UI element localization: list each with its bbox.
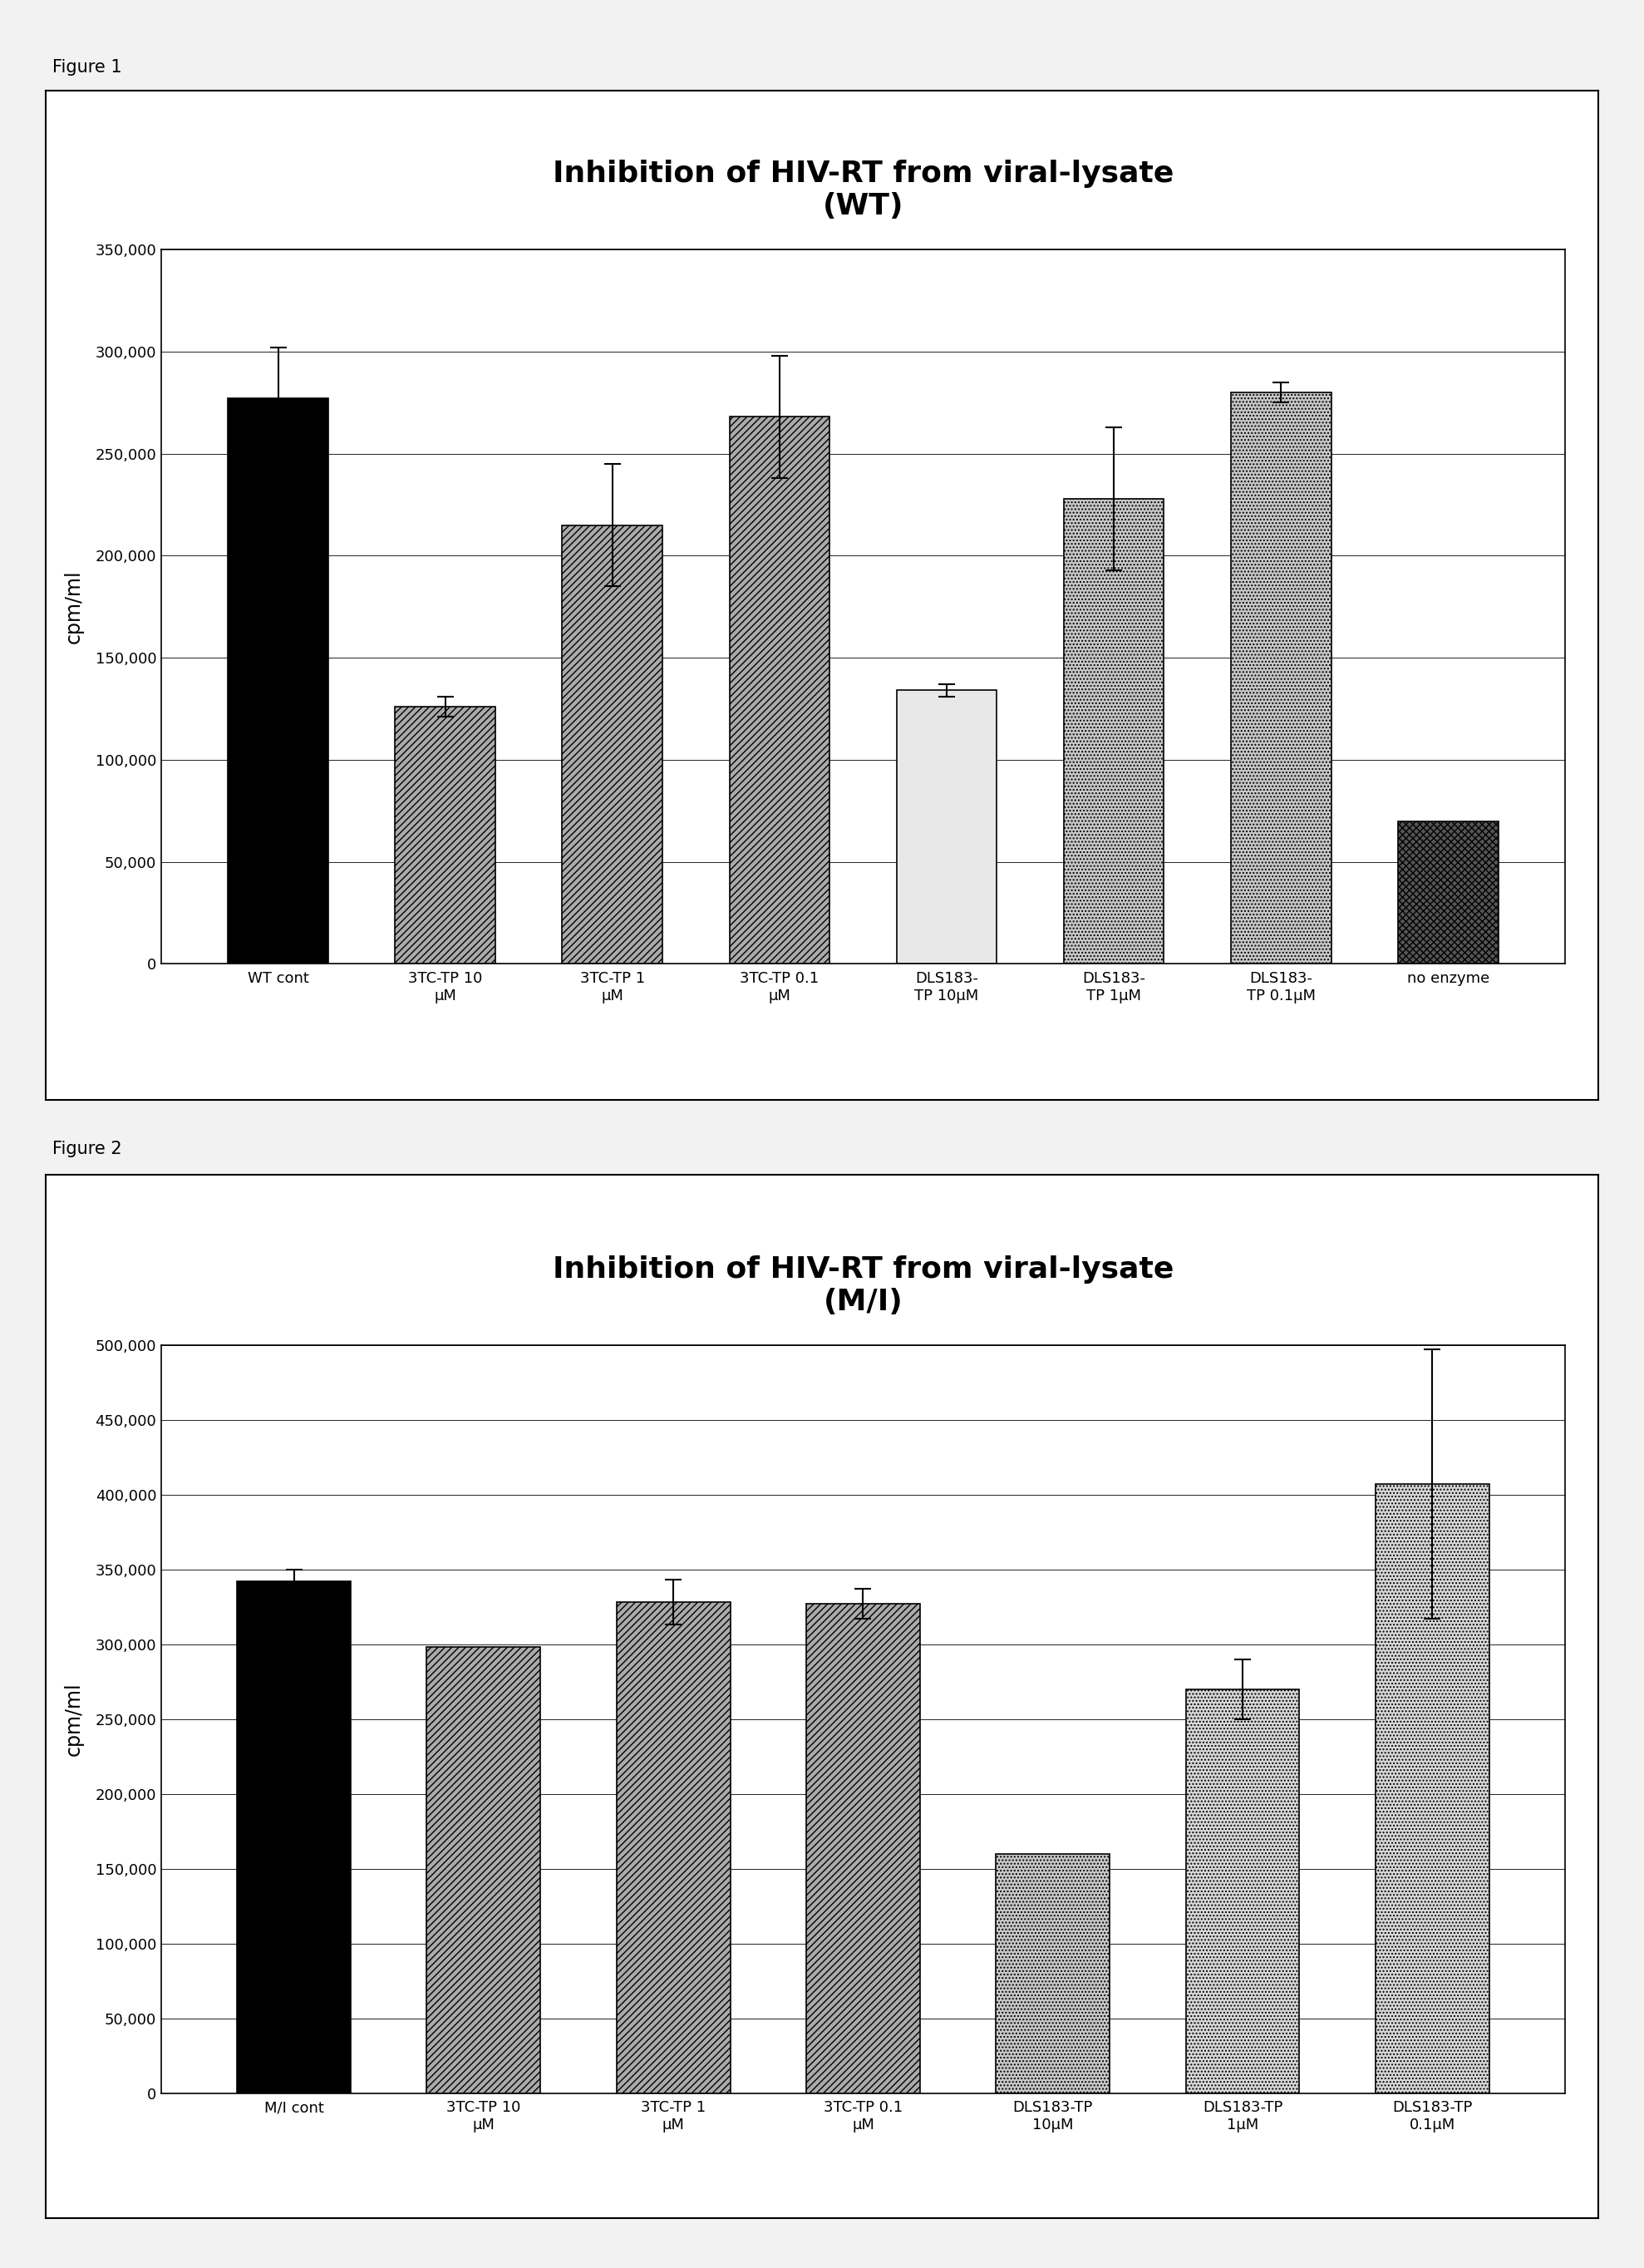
Text: Figure 2: Figure 2 bbox=[53, 1141, 122, 1157]
Y-axis label: cpm/ml: cpm/ml bbox=[64, 569, 84, 644]
Bar bbox=[1397, 821, 1498, 964]
Bar bbox=[616, 1603, 730, 2093]
Title: Inhibition of HIV-RT from viral-lysate
(WT): Inhibition of HIV-RT from viral-lysate (… bbox=[552, 159, 1174, 220]
Bar bbox=[806, 1603, 921, 2093]
Text: Figure 1: Figure 1 bbox=[53, 59, 122, 75]
Bar bbox=[229, 399, 329, 964]
Bar bbox=[427, 1647, 541, 2093]
Bar bbox=[730, 417, 830, 964]
Bar bbox=[896, 689, 996, 964]
Y-axis label: cpm/ml: cpm/ml bbox=[64, 1683, 84, 1755]
Bar bbox=[996, 1853, 1110, 2093]
Bar bbox=[562, 526, 663, 964]
Bar bbox=[1064, 499, 1164, 964]
Bar bbox=[1185, 1690, 1299, 2093]
Bar bbox=[1376, 1483, 1489, 2093]
Bar bbox=[1231, 392, 1332, 964]
Bar bbox=[395, 708, 495, 964]
Title: Inhibition of HIV-RT from viral-lysate
(M/I): Inhibition of HIV-RT from viral-lysate (… bbox=[552, 1254, 1174, 1315]
Bar bbox=[237, 1581, 350, 2093]
